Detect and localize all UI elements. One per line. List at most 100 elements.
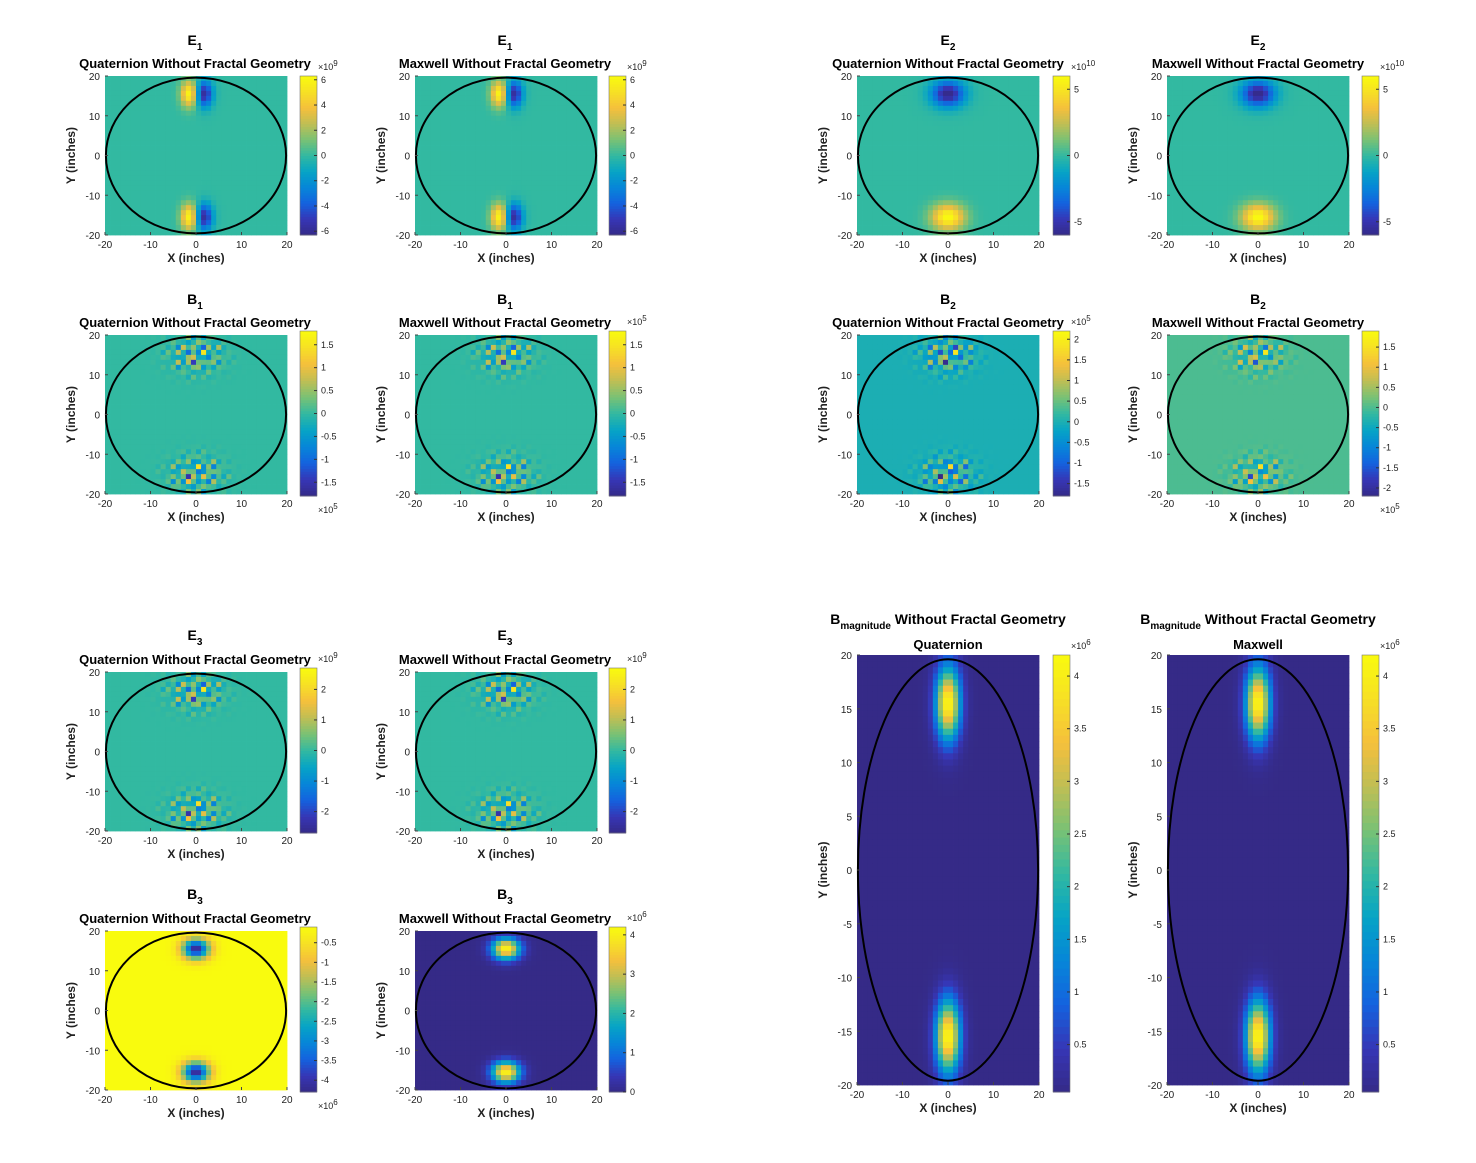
heatmap-cell [115,105,121,112]
heatmap-cell [1217,110,1224,117]
colorbar-band [300,147,317,151]
heatmap-cell [455,90,461,97]
heatmap-cell [1288,120,1294,127]
heatmap-cell [1318,215,1325,221]
heatmap-cell [1207,145,1213,151]
heatmap-cell [175,95,182,102]
colorbar-band [1053,123,1070,127]
colorbar-band [1362,195,1379,199]
heatmap-cell [1008,155,1015,161]
heatmap-cell [450,210,456,216]
heatmap-cell [206,220,212,226]
heatmap-cell [1192,120,1198,127]
heatmap-cell [1197,150,1203,156]
heatmap-cell [430,120,436,127]
heatmap-cell [1338,155,1345,161]
heatmap-cell [130,150,136,156]
heatmap-cell [1187,125,1193,132]
heatmap-cell [882,225,888,231]
heatmap-cell [465,230,472,236]
heatmap-cell [506,100,512,107]
heatmap-cell [420,90,426,97]
heatmap-cell [445,205,451,211]
heatmap-cell [1232,130,1239,137]
heatmap-cell [271,76,278,82]
heatmap-cell [1313,76,1320,82]
heatmap-cell [460,170,466,176]
heatmap-cell [867,105,873,112]
heatmap-cell [1242,195,1249,201]
heatmap-cell [897,115,903,122]
heatmap-cell [211,210,217,216]
heatmap-cell [175,175,182,181]
heatmap-cell [948,135,954,141]
heatmap-cell [963,90,969,97]
heatmap-cell [201,180,207,186]
heatmap-cell [266,230,273,236]
heatmap-cell [475,175,482,181]
heatmap-cell [145,230,151,236]
heatmap-cell [551,145,557,151]
colorbar-band [300,131,317,135]
heatmap-cell [912,150,919,156]
heatmap-cell [226,165,232,171]
colorbar-band [609,227,626,231]
heatmap-cell [256,215,263,221]
heatmap-cell [180,180,187,186]
heatmap-cell [591,115,598,122]
heatmap-cell [261,80,268,87]
heatmap-cell [140,140,146,146]
heatmap-cell [978,185,984,191]
heatmap-cell [1252,115,1259,122]
heatmap-cell [1023,125,1030,132]
heatmap-cell [541,80,547,87]
heatmap-cell [1167,205,1173,211]
heatmap-cell [231,115,237,122]
heatmap-cell [1247,100,1254,107]
colorbar-band [1053,182,1070,186]
heatmap-cell [415,175,421,181]
colorbar-band [1053,168,1070,172]
heatmap-cell [1018,165,1025,171]
heatmap-cell [1328,150,1335,156]
colorbar-band [1053,76,1070,80]
heatmap-cell [983,110,989,117]
heatmap-cell [1008,190,1015,196]
heatmap-cell [953,165,959,171]
heatmap-cell [500,220,507,226]
heatmap-cell [1283,180,1289,186]
heatmap-cell [862,170,868,176]
colorbar-band [1053,208,1070,212]
heatmap-cell [115,130,121,137]
heatmap-cell [1252,80,1259,87]
heatmap-cell [541,165,547,171]
heatmap-cell [511,185,517,191]
heatmap-cell [978,210,984,216]
heatmap-cell [1328,165,1335,171]
heatmap-cell [440,170,446,176]
heatmap-cell [455,185,461,191]
heatmap-cell [1008,230,1015,236]
heatmap-cell [917,135,924,141]
heatmap-cell [561,160,568,166]
heatmap-cell [521,125,527,132]
colorbar-band [300,110,317,114]
heatmap-cell [556,130,563,137]
heatmap-cell [256,220,263,226]
heatmap-cell [506,190,512,196]
heatmap-cell [470,160,477,166]
heatmap-cell [246,100,253,107]
heatmap-cell [246,185,253,191]
heatmap-cell [440,195,446,201]
heatmap-cell [912,100,919,107]
heatmap-cell [1247,145,1254,151]
heatmap-cell [917,195,924,201]
heatmap-cell [140,110,146,117]
heatmap-cell [1028,80,1035,87]
heatmap-cell [1172,200,1178,206]
heatmap-cell [1247,170,1254,176]
heatmap-cell [500,210,507,216]
colorbar-band [1362,102,1379,106]
heatmap-cell [135,110,141,117]
heatmap-cell [1177,80,1183,87]
